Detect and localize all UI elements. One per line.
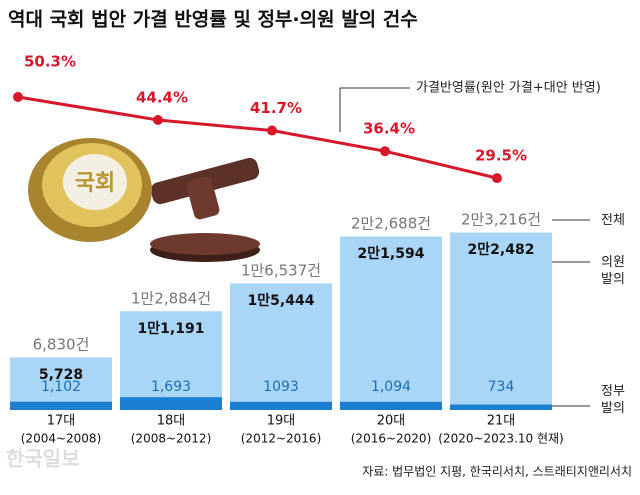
value-label: 1,693 [151,379,191,395]
bar-segment [10,357,112,402]
gavel-illustration: 국회 [28,138,260,262]
emblem-text: 국회 [75,171,115,196]
bar-segment [340,401,442,410]
rate-point [153,115,163,126]
value-label: 1만1,191 [138,321,205,337]
line-legend: 가결반영률(원안 가결+대안 반영) [416,81,601,96]
bar-segment [230,283,332,402]
total-label: 1만2,884건 [131,289,211,307]
watermark: 한국일보 [6,447,80,471]
x-tick-sublabel: (2008~2012) [131,432,212,446]
rate-label: 36.4% [363,120,415,138]
x-tick-label: 17대 [47,414,76,429]
rate-label: 41.7% [250,99,302,117]
value-label: 734 [488,379,515,395]
series-legend: 의원 발의 [601,255,625,287]
bar-segment [450,404,552,410]
rate-point [492,173,502,184]
total-legend: 전체 [601,213,625,228]
bar-segment [450,233,552,405]
legend-connector [339,87,410,132]
total-label: 1만6,537건 [241,261,321,279]
value-label: 1만5,444 [248,293,315,309]
x-tick-label: 20대 [377,414,406,429]
total-label: 6,830건 [33,335,90,353]
rate-label: 50.3% [24,53,76,71]
x-tick-sublabel: (2016~2020) [351,432,432,446]
bar-segment [340,237,442,402]
value-label: 2만2,482 [468,242,535,258]
bar-segment [120,397,222,410]
x-tick-sublabel: (2004~2008) [21,432,102,446]
bar-segment [120,311,222,398]
bar-segment [230,401,332,410]
source: 자료: 법무법인 지평, 한국리서치, 스트래티지앤리서치 [362,465,632,479]
x-tick-label: 19대 [267,414,296,429]
rate-point [13,92,23,102]
rate-label: 44.4% [136,89,188,107]
bar-segment [10,401,112,410]
value-label: 1,094 [371,379,411,395]
total-label: 2만2,688건 [351,215,431,233]
value-label: 1,102 [41,379,81,395]
rate-point [267,125,277,136]
value-label: 5,728 [39,367,83,383]
chart-title: 역대 국회 법안 가결 반영률 및 정부·의원 발의 건수 [8,9,418,31]
x-tick-sublabel: (2012~2016) [241,432,322,446]
x-tick-label: 21대 [487,414,516,429]
value-label: 2만1,594 [358,246,425,262]
value-label: 1093 [263,379,299,395]
total-label: 2만3,216건 [461,211,541,229]
series-legend: 정부 발의 [601,384,625,416]
rate-point [380,146,390,157]
x-tick-label: 18대 [157,414,186,429]
rate-label: 29.5% [475,147,527,165]
x-tick-sublabel: (2020~2023.10 현재) [438,432,563,446]
